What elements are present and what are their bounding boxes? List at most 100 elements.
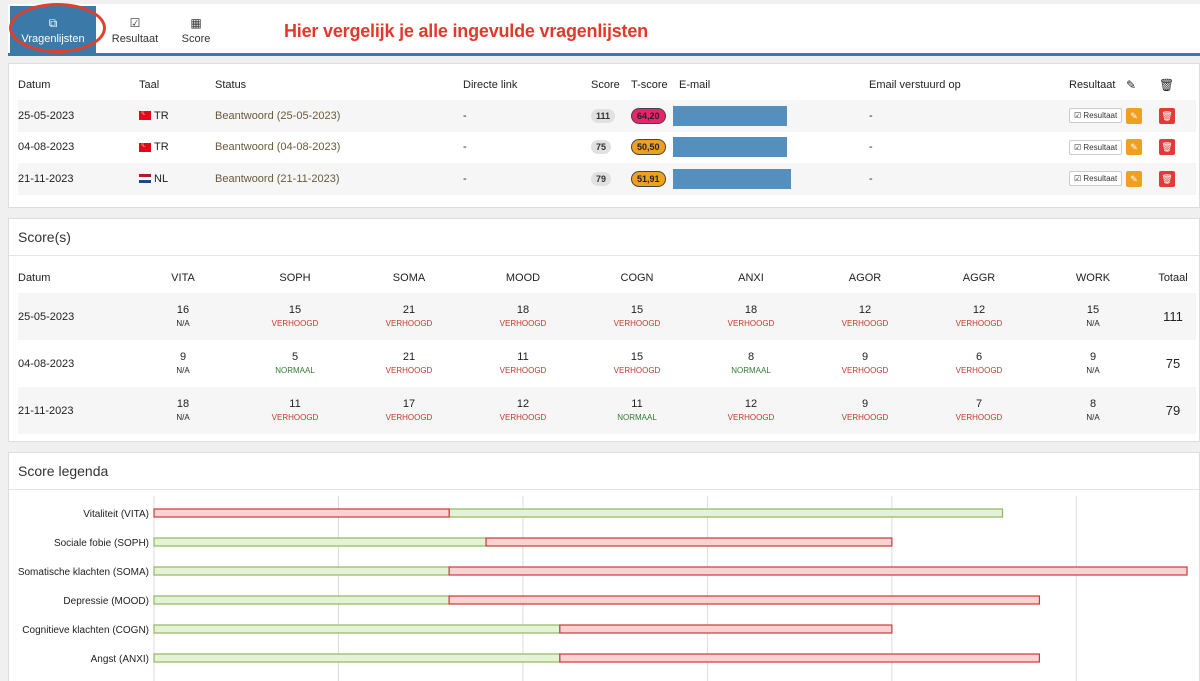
result-label: Resultaat xyxy=(1083,174,1118,184)
tab-resultaat[interactable]: ☑ Resultaat xyxy=(104,6,166,55)
table-header: Datum VITA SOPH SOMA MOOD COGN ANXI AGOR AGGR WOR… xyxy=(18,263,1196,293)
score-value: 21 xyxy=(402,351,416,363)
score-status: NORMAAL xyxy=(275,366,315,375)
col-vita: VITA xyxy=(171,272,195,284)
score-status: VERHOOGD xyxy=(271,319,319,328)
score-badge: 75 xyxy=(591,140,612,155)
edit-button[interactable]: ✎ xyxy=(1126,107,1142,124)
edit-button[interactable]: ✎ xyxy=(1126,139,1142,156)
col-datum: Datum xyxy=(18,272,51,284)
score-value: 15 xyxy=(630,351,644,363)
questionnaires-panel: Datum Taal Status Directe link Score T-s… xyxy=(8,63,1200,208)
score-status: N/A xyxy=(1086,413,1100,422)
email-redacted xyxy=(673,105,787,126)
score-value: 11 xyxy=(517,351,529,363)
delete-button[interactable]: 🗑 xyxy=(1159,170,1175,187)
legend-bar-elevated xyxy=(559,624,893,634)
check-square-icon: ☑ xyxy=(129,15,141,30)
cell-status: Beantwoord (04-08-2023) xyxy=(215,141,341,154)
score-status: VERHOOGD xyxy=(955,319,1003,328)
cell-datum: 04-08-2023 xyxy=(18,357,75,370)
score-value: 15 xyxy=(288,304,302,316)
table-row: 25-05-2023 16 N/A 15 VERHOOGD 21 VERHOOGD 18 VER… xyxy=(18,293,1196,340)
cell-datum: 25-05-2023 xyxy=(18,293,128,340)
edit-button[interactable]: ✎ xyxy=(1126,170,1142,187)
scores-table: Datum VITA SOPH SOMA MOOD COGN ANXI AGOR AGGR WOR… xyxy=(18,263,1196,434)
score-value: 11 xyxy=(631,398,643,410)
calculator-icon: ▦ xyxy=(190,15,202,30)
col-totaal: Totaal xyxy=(1158,272,1188,284)
cell-datum: 21-11-2023 xyxy=(18,163,139,195)
score-status: VERHOOGD xyxy=(841,413,889,422)
result-button[interactable]: ☑ Resultaat xyxy=(1069,171,1123,187)
cell-status: Beantwoord (21-11-2023) xyxy=(215,163,463,195)
score-value: 12 xyxy=(858,304,872,316)
delete-button[interactable]: 🗑 xyxy=(1159,107,1175,124)
legend-title: Score legenda xyxy=(9,453,1199,490)
score-value: 21 xyxy=(402,304,416,316)
col-work: WORK xyxy=(1075,272,1111,284)
tab-score[interactable]: ▦ Score xyxy=(173,6,219,55)
score-value: 8 xyxy=(1089,398,1097,410)
table-row: 04-08-2023 TR Beantwoord (04-08-2023) - 75 50… xyxy=(18,132,1196,164)
result-button[interactable]: ☑ Resultaat xyxy=(1069,108,1123,124)
col-link: Directe link xyxy=(463,79,518,91)
score-status: N/A xyxy=(176,413,190,422)
legend-bar-elevated xyxy=(448,566,1188,576)
cell-taal: TR xyxy=(154,141,169,154)
table-row: 21-11-2023 NL Beantwoord (21-11-2023) -79 51… xyxy=(18,163,1196,195)
score-value: 18 xyxy=(176,398,190,410)
score-value: 18 xyxy=(516,304,530,316)
tscore-badge: 50,50 xyxy=(631,139,666,156)
score-status: VERHOOGD xyxy=(499,413,547,422)
delete-button[interactable]: 🗑 xyxy=(1159,139,1175,156)
table-row: 04-08-2023 9 N/A 5 NORMAAL 21 VERHOOGD 11 VERHOO… xyxy=(18,340,1196,387)
score-value: 5 xyxy=(291,351,299,363)
email-redacted xyxy=(673,137,787,158)
score-status: VERHOOGD xyxy=(841,366,889,375)
cell-total: 111 xyxy=(1150,293,1196,340)
score-value: 9 xyxy=(861,351,869,363)
cell-email-sent: - xyxy=(869,100,1069,132)
col-tscore: T-score xyxy=(631,79,668,91)
email-redacted xyxy=(673,168,791,189)
legend-panel: Score legenda Vitaliteit (VITA) Sociale f… xyxy=(8,452,1200,681)
category-label: Angst (ANXI) xyxy=(91,654,149,665)
score-status: N/A xyxy=(176,319,190,328)
cell-datum: 25-05-2023 xyxy=(18,100,139,132)
legend-bar-elevated xyxy=(559,653,1041,663)
score-status: VERHOOGD xyxy=(385,366,433,375)
cell-total: 75 xyxy=(1165,356,1181,371)
tscore-badge: 51,91 xyxy=(631,170,666,187)
cell-datum: 21-11-2023 xyxy=(18,387,128,434)
col-score: Score xyxy=(591,79,620,91)
score-value: 15 xyxy=(630,304,644,316)
score-value: 9 xyxy=(1089,351,1097,363)
result-label: Resultaat xyxy=(1083,142,1118,152)
tab-bar: ⧉ Vragenlijsten ☑ Resultaat ▦ Score Hier… xyxy=(8,3,1200,56)
cell-link: - xyxy=(463,141,467,154)
col-taal: Taal xyxy=(139,79,160,91)
legend-bar-normal xyxy=(153,595,450,605)
score-value: 7 xyxy=(975,398,983,410)
score-status: VERHOOGD xyxy=(613,319,661,328)
score-value: 17 xyxy=(402,398,416,410)
legend-bar-elevated xyxy=(448,595,1041,605)
score-status: VERHOOGD xyxy=(499,319,547,328)
score-value: 9 xyxy=(861,398,869,410)
score-value: 8 xyxy=(747,351,755,363)
score-status: VERHOOGD xyxy=(271,413,319,422)
score-badge: 79 xyxy=(591,171,612,186)
tab-label: Resultaat xyxy=(111,32,159,45)
check-square-icon: ☑ xyxy=(1074,142,1084,152)
result-button[interactable]: ☑ Resultaat xyxy=(1069,139,1123,155)
flag-icon xyxy=(139,140,151,152)
table-row: 25-05-2023TRBeantwoord (25-05-2023)-1116… xyxy=(18,100,1196,132)
score-status: VERHOOGD xyxy=(727,413,775,422)
col-cogn: COGN xyxy=(620,272,654,284)
cell-total: 79 xyxy=(1150,387,1196,434)
col-email: E-mail xyxy=(679,79,711,91)
score-status: N/A xyxy=(176,366,190,375)
table-row: 21-11-2023 18 N/A 11 VERHOOGD 17 VERHOOGD 12 VER… xyxy=(18,387,1196,434)
score-value: 9 xyxy=(179,351,187,363)
